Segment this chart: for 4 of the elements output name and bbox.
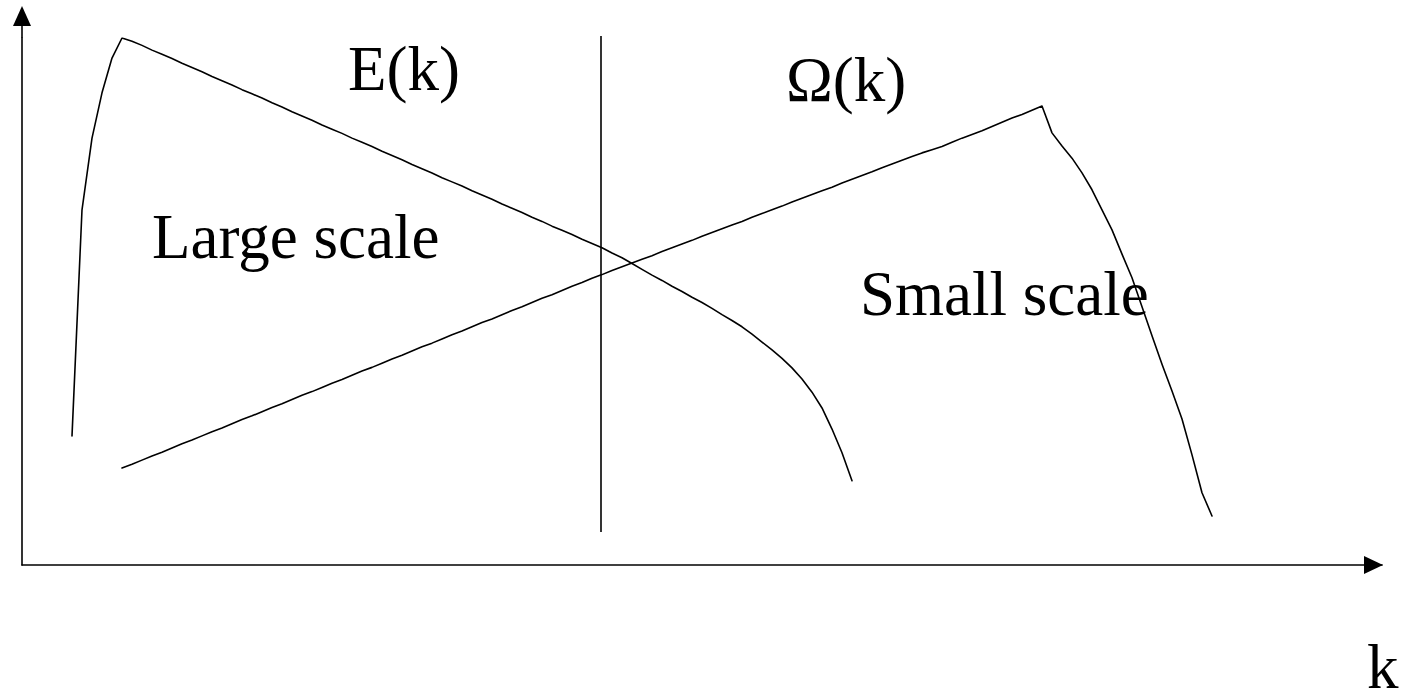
series-label: Ω(k) — [786, 45, 907, 115]
series-label: E(k) — [348, 34, 460, 104]
annotation: Large scale — [152, 202, 440, 272]
x-axis-title: k — [1367, 632, 1399, 693]
